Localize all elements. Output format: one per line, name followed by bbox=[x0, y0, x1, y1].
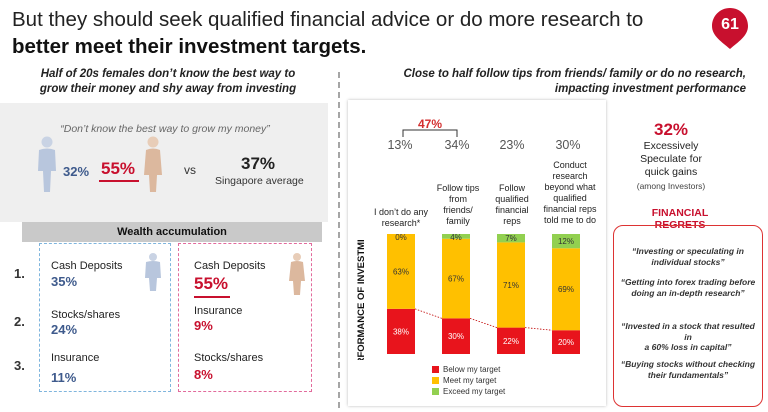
bar-value-label: 0% bbox=[395, 234, 407, 242]
bar-segment bbox=[552, 330, 580, 354]
category-percent: 23% bbox=[499, 138, 525, 152]
bar-value-label: 67% bbox=[448, 275, 464, 284]
category-percent: 13% bbox=[387, 138, 413, 152]
singapore-percent: 37% bbox=[241, 154, 276, 173]
category-label: Conduct research beyond what qualified finan… bbox=[543, 160, 597, 225]
female-percent-underline bbox=[99, 180, 139, 182]
regret-quote: “Getting into forex trading before doing … bbox=[620, 277, 756, 298]
female-item-value: 9% bbox=[194, 318, 213, 333]
category-label: Follow tips from friends/family bbox=[436, 183, 480, 226]
male-figure-icon bbox=[38, 136, 56, 192]
male-item-value: 11% bbox=[51, 370, 77, 385]
bar-value-label: 7% bbox=[505, 234, 517, 243]
bar-segment bbox=[497, 242, 525, 328]
slide-title-line1: But they should seek qualified financial… bbox=[12, 8, 644, 31]
financial-regrets-box bbox=[613, 225, 763, 407]
regret-quote: “Invested in a stock that resulted in a 6… bbox=[621, 321, 755, 352]
male-item-value: 24% bbox=[51, 322, 78, 337]
trend-connector bbox=[414, 308, 443, 319]
legend-swatch bbox=[432, 366, 439, 373]
column-divider bbox=[338, 72, 340, 408]
bar-value-label: 12% bbox=[558, 237, 574, 246]
trend-connector bbox=[469, 317, 498, 328]
singapore-label: Singapore average bbox=[215, 175, 304, 187]
page-badge-icon bbox=[712, 8, 748, 49]
left-heading-line2: grow their money and shy away from inves… bbox=[39, 83, 297, 95]
bracket-icon bbox=[402, 129, 458, 137]
bar-value-label: 4% bbox=[450, 234, 462, 242]
female-value-underline bbox=[194, 296, 230, 298]
rank-number: 1. bbox=[14, 266, 25, 281]
female-item-value: 55% bbox=[194, 274, 229, 293]
stacked-bar-chart: 38% 63% 0% 30% 67% 4% 22% 71% 7% 20% 69% 12% bbox=[387, 234, 580, 354]
page-number: 61 bbox=[721, 16, 739, 33]
bar-segment bbox=[552, 248, 580, 331]
right-heading: Close to half follow tips from friends/ … bbox=[346, 67, 747, 97]
left-heading: Half of 20s females don’t know the best … bbox=[18, 67, 318, 97]
bar-segment bbox=[387, 308, 415, 354]
category-label: I don’t do any research* bbox=[373, 207, 429, 228]
wealth-accumulation-title: Wealth accumulation bbox=[117, 226, 227, 238]
bar-segment bbox=[387, 234, 415, 309]
legend-label: Exceed my target bbox=[443, 387, 506, 396]
regret-quote: “Investing or speculating in individual s… bbox=[632, 246, 744, 267]
male-item-label: Cash Deposits bbox=[51, 260, 123, 272]
versus-text: vs bbox=[184, 163, 196, 177]
female-wealth-box bbox=[178, 243, 312, 392]
female-figure-icon bbox=[144, 136, 162, 192]
rank-number: 3. bbox=[14, 358, 25, 373]
female-figure-icon bbox=[289, 253, 305, 295]
survey-quote: “Don’t know the best way to grow my mone… bbox=[60, 123, 270, 135]
bar-segment bbox=[442, 318, 470, 354]
rank-number: 2. bbox=[14, 314, 25, 329]
bar-segment bbox=[442, 234, 470, 239]
legend-swatch bbox=[432, 377, 439, 384]
male-percent: 32% bbox=[63, 164, 90, 179]
right-heading-line2: impacting investment performance bbox=[554, 83, 746, 95]
category-percent: 34% bbox=[444, 138, 470, 152]
right-heading-line1: Close to half follow tips from friends/ … bbox=[403, 68, 747, 80]
speculate-percent: 32% bbox=[653, 120, 689, 139]
regret-quote: “Buying stocks without checking their fun… bbox=[620, 359, 756, 380]
slide-title-line2: better meet their investment targets. bbox=[12, 35, 367, 58]
bar-segment bbox=[442, 238, 470, 319]
y-axis-label: PERFORMANCE OF INVESTMENT bbox=[356, 240, 367, 360]
bar-segment bbox=[497, 327, 525, 354]
male-figure-icon bbox=[145, 253, 161, 291]
bar-segment bbox=[497, 234, 525, 243]
legend-item: Below my target bbox=[432, 364, 505, 375]
speculate-text: Excessively Speculate for quick gains bbox=[640, 140, 702, 178]
bar-value-label: 63% bbox=[393, 267, 409, 276]
bar-value-label: 30% bbox=[448, 332, 464, 341]
bar-value-label: 71% bbox=[503, 281, 519, 290]
speculate-subtext: (among Investors) bbox=[636, 181, 706, 191]
left-heading-line1: Half of 20s females don’t know the best … bbox=[40, 68, 296, 80]
legend: Below my target Meet my target Exceed my… bbox=[432, 364, 505, 397]
svg-text:PERFORMANCE OF INVESTMENT: PERFORMANCE OF INVESTMENT bbox=[356, 240, 367, 360]
male-item-value: 35% bbox=[51, 274, 78, 289]
category-percent: 30% bbox=[555, 138, 581, 152]
female-item-value: 8% bbox=[194, 367, 213, 382]
bar-segment bbox=[552, 234, 580, 249]
bar-value-label: 69% bbox=[558, 285, 574, 294]
female-item-label: Insurance bbox=[194, 305, 243, 317]
legend-item: Meet my target bbox=[432, 375, 505, 386]
bar-value-label: 20% bbox=[558, 338, 574, 347]
bar-value-label: 22% bbox=[503, 337, 519, 346]
trend-connector bbox=[524, 327, 553, 331]
male-wealth-box bbox=[39, 243, 171, 392]
female-percent: 55% bbox=[101, 159, 136, 178]
legend-label: Meet my target bbox=[443, 376, 497, 385]
legend-label: Below my target bbox=[443, 365, 501, 374]
female-item-label: Cash Deposits bbox=[194, 260, 266, 272]
category-label: Follow qualified financial reps bbox=[495, 183, 529, 226]
female-item-label: Stocks/shares bbox=[194, 352, 264, 364]
male-item-label: Stocks/shares bbox=[51, 309, 121, 321]
legend-swatch bbox=[432, 388, 439, 395]
wealth-accumulation-bar bbox=[22, 222, 322, 242]
combined-percent-label: 47% bbox=[417, 117, 443, 131]
legend-item: Exceed my target bbox=[432, 386, 505, 397]
bar-value-label: 38% bbox=[393, 327, 409, 336]
male-item-label: Insurance bbox=[51, 352, 100, 364]
